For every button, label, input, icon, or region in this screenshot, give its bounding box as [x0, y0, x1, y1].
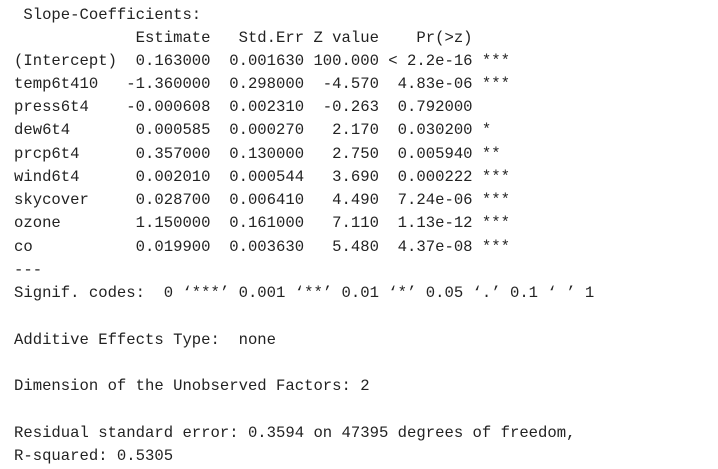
r-squared: R-squared: 0.5305	[14, 447, 174, 465]
table-row-temp6t410: temp6t410 -1.360000 0.298000 -4.570 4.83…	[14, 75, 510, 93]
table-row-wind6t4: wind6t4 0.002010 0.000544 3.690 0.000222…	[14, 168, 510, 186]
table-header: Estimate Std.Err Z value Pr(>z)	[14, 29, 510, 47]
table-row-dew6t4: dew6t4 0.000585 0.000270 2.170 0.030200 …	[14, 121, 510, 139]
separator-line: ---	[14, 261, 43, 279]
table-row-prcp6t4: prcp6t4 0.357000 0.130000 2.750 0.005940…	[14, 145, 510, 163]
residual-standard-error: Residual standard error: 0.3594 on 47395…	[14, 424, 576, 442]
table-row-skycover: skycover 0.028700 0.006410 4.490 7.24e-0…	[14, 191, 510, 209]
signif-codes-legend: Signif. codes: 0 ‘***’ 0.001 ‘**’ 0.01 ‘…	[14, 284, 595, 302]
table-row-press6t4: press6t4 -0.000608 0.002310 -0.263 0.792…	[14, 98, 510, 116]
table-row-intercept: (Intercept) 0.163000 0.001630 100.000 < …	[14, 52, 510, 70]
table-row-ozone: ozone 1.150000 0.161000 7.110 1.13e-12 *…	[14, 214, 510, 232]
section-heading: Slope-Coefficients:	[14, 6, 202, 24]
table-row-co: co 0.019900 0.003630 5.480 4.37e-08 ***	[14, 238, 510, 256]
additive-effects-type: Additive Effects Type: none	[14, 331, 286, 349]
unobserved-factors-dimension: Dimension of the Unobserved Factors: 2	[14, 377, 379, 395]
